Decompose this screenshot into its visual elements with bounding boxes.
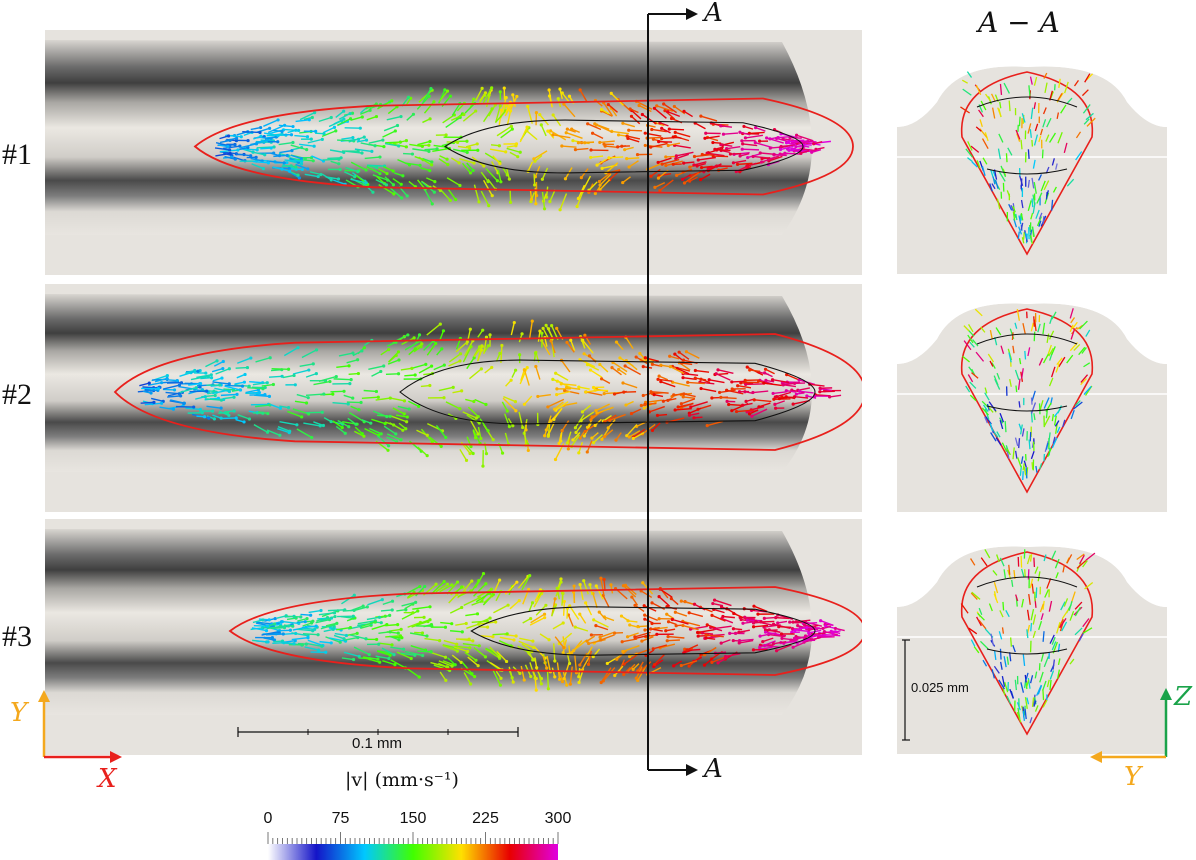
section-axis-z-label: Z bbox=[1174, 682, 1193, 712]
section-marker-bottom: A bbox=[704, 754, 723, 784]
colorbar-title: |v| (mm·s⁻¹) bbox=[345, 769, 459, 791]
colorbar bbox=[267, 832, 559, 860]
top-view-panel-2 bbox=[45, 284, 862, 512]
colorbar-tick-label: 300 bbox=[544, 810, 572, 827]
top-axis-x-label: X bbox=[98, 764, 117, 794]
section-scale-label: 0.025 mm bbox=[911, 680, 969, 695]
colorbar-tick-label: 225 bbox=[472, 810, 499, 827]
section-view-panel-2 bbox=[897, 286, 1167, 512]
top-scale-label: 0.1 mm bbox=[352, 735, 403, 752]
section-view-panel-1 bbox=[897, 52, 1167, 274]
colorbar-tick-label: 150 bbox=[399, 810, 427, 827]
case-label-1: #1 bbox=[2, 138, 32, 171]
section-marker-top: A bbox=[704, 0, 723, 28]
top-view-panel-3 bbox=[45, 519, 862, 755]
section-view-panel-3 bbox=[897, 531, 1167, 754]
colorbar-tick-label: 75 bbox=[331, 810, 350, 827]
top-axis-y-label: Y bbox=[10, 698, 28, 728]
top-axes-triad bbox=[38, 690, 122, 763]
case-label-3: #3 bbox=[2, 620, 32, 653]
section-axis-y-label: Y bbox=[1124, 762, 1142, 792]
case-label-2: #2 bbox=[2, 378, 32, 411]
section-title: A − A bbox=[978, 6, 1060, 39]
colorbar-tick-label: 0 bbox=[263, 810, 273, 827]
top-view-panel-1 bbox=[45, 30, 862, 275]
